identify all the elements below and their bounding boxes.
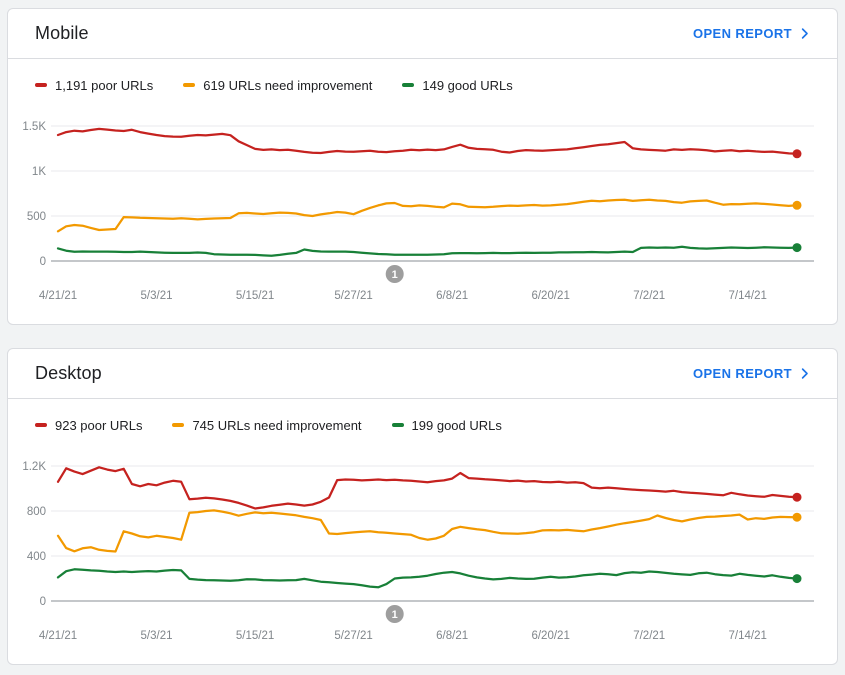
legend-swatch-poor-icon [35,83,47,87]
y-axis-label: 0 [40,256,46,268]
legend-label-poor: 1,191 poor URLs [55,77,154,93]
y-axis-label: 1.5K [22,121,46,133]
x-axis-label: 6/8/21 [436,630,468,642]
y-axis-label: 0 [40,596,46,608]
x-axis-label: 4/21/21 [39,630,77,642]
x-axis-label: 6/20/21 [531,290,569,302]
open-report-label: OPEN REPORT [692,26,792,41]
mobile-card: Mobile OPEN REPORT 1,191 poor URLs 619 U… [7,8,838,325]
card-title: Desktop [35,363,102,383]
x-axis-label: 7/2/21 [633,630,665,642]
legend-item-good: 149 good URLs [402,77,513,93]
x-axis-label: 5/3/21 [141,630,173,642]
legend-item-good: 199 good URLs [391,417,502,433]
legend-label-good: 149 good URLs [422,77,513,93]
x-axis-label: 5/3/21 [141,290,173,302]
annotation-marker[interactable] [385,605,404,623]
series-end-dot-good [792,574,802,584]
x-axis-label: 7/14/21 [729,630,767,642]
legend-item-poor: 1,191 poor URLs [35,78,153,93]
x-axis-label: 7/2/21 [633,290,665,302]
annotation-marker-label: 1 [392,269,398,281]
chart-legend: 1,191 poor URLs 619 URLs need improvemen… [35,77,837,93]
y-axis-label: 400 [27,551,46,563]
legend-label-needs-improvement: 619 URLs need improvement [203,77,373,93]
x-axis-label: 4/21/21 [39,290,77,302]
series-end-dot-poor [792,492,802,502]
y-axis-label: 500 [27,211,46,223]
x-axis-label: 5/15/21 [236,630,274,642]
card-header: Desktop OPEN REPORT [8,349,837,399]
y-axis-label: 1.2K [22,461,46,473]
series-end-dot-good [792,243,802,253]
legend-item-poor: 923 poor URLs [35,418,142,433]
legend-swatch-good-icon [391,423,404,427]
chevron-right-icon [801,28,808,39]
annotation-marker-label: 1 [392,609,398,621]
series-line-poor [56,127,799,155]
chart-legend: 923 poor URLs 745 URLs need improvement … [35,417,837,433]
legend-item-needs-improvement: 619 URLs need improvement [183,78,372,93]
card-header: Mobile OPEN REPORT [8,9,837,59]
open-report-link[interactable]: OPEN REPORT [693,26,812,41]
legend-label-good: 199 good URLs [411,417,502,433]
series-line-needs_improvement [56,509,799,553]
card-title: Mobile [35,23,89,43]
x-axis-label: 6/8/21 [436,290,468,302]
legend-label-poor: 923 poor URLs [55,417,143,433]
legend-label-needs-improvement: 745 URLs need improvement [192,417,362,433]
series-end-dot-poor [792,149,802,159]
x-axis-label: 5/27/21 [334,290,372,302]
y-axis-label: 800 [27,506,46,518]
open-report-label: OPEN REPORT [692,366,792,381]
series-line-needs_improvement [56,198,799,233]
chevron-right-icon [801,368,808,379]
x-axis-label: 5/27/21 [334,630,372,642]
x-axis-label: 6/20/21 [531,630,569,642]
series-end-dot-needs_improvement [792,200,802,210]
desktop-line-chart[interactable]: 1.2K 800 400 0 4/21/21 5/3/21 5/15/21 5/27/21 6/… [8,445,836,664]
mobile-line-chart[interactable]: 1.5K 1K 500 0 4/21/21 5/3/21 5/15/21 5/27/21 6/8… [8,105,836,324]
legend-item-needs-improvement: 745 URLs need improvement [172,417,362,433]
desktop-card: Desktop OPEN REPORT 923 poor URLs 745 UR… [7,348,838,665]
series-end-dot-needs_improvement [792,512,802,522]
legend-swatch-needs-improvement-icon [172,423,185,427]
x-axis-label: 7/14/21 [729,290,767,302]
legend-swatch-good-icon [402,83,415,87]
open-report-link[interactable]: OPEN REPORT [693,366,812,381]
series-line-good [56,568,799,589]
series-line-good [56,245,799,257]
legend-swatch-needs-improvement-icon [183,83,196,87]
annotation-marker[interactable] [385,265,404,283]
series-line-poor [56,466,799,510]
legend-swatch-poor-icon [35,423,47,427]
x-axis-label: 5/15/21 [236,290,274,302]
y-axis-label: 1K [32,166,46,178]
